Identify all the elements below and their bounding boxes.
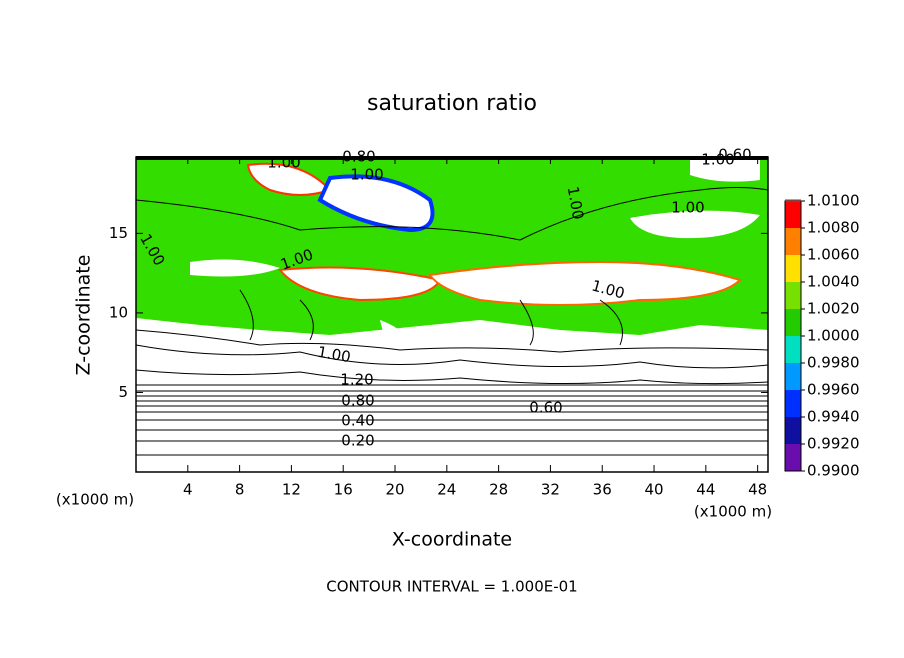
contour-label: 1.00 — [564, 185, 588, 221]
unit-label: (x1000 m) — [694, 503, 772, 521]
footnote: CONTOUR INTERVAL = 1.000E-01 — [326, 578, 577, 596]
colorbar-band — [785, 444, 801, 471]
colorbar-band — [785, 390, 801, 417]
colorbar-band — [785, 417, 801, 444]
colorbar-tick-label: 1.0020 — [807, 300, 860, 318]
contour-label: 1.00 — [350, 166, 383, 184]
unit-label: (x1000 m) — [56, 491, 134, 509]
colorbar-band — [785, 201, 801, 228]
colorbar-band — [785, 309, 801, 336]
y-tick-label: 15 — [109, 224, 128, 242]
x-tick-label: 8 — [235, 481, 245, 499]
x-tick-label: 40 — [644, 481, 663, 499]
colorbar-tick-label: 0.9920 — [807, 435, 860, 453]
contour-field — [135, 156, 769, 456]
colorbar-band — [785, 336, 801, 363]
colorbar-band — [785, 228, 801, 255]
plot-frame — [135, 156, 769, 473]
x-tick-label: 4 — [183, 481, 193, 499]
x-tick-label: 44 — [696, 481, 715, 499]
contour-label: 1.00 — [267, 154, 300, 172]
contour-label: 0.80 — [341, 392, 374, 410]
contour-label: 0.40 — [341, 412, 374, 430]
colorbar-tick-label: 0.9980 — [807, 354, 860, 372]
x-tick-label: 32 — [541, 481, 560, 499]
y-tick-label: 10 — [109, 303, 128, 321]
x-tick-label: 12 — [282, 481, 301, 499]
y-axis-label: Z-coordinate — [73, 255, 95, 376]
colorbar-tick-label: 0.9960 — [807, 381, 860, 399]
x-tick-label: 36 — [593, 481, 612, 499]
contour-label: 0.60 — [718, 146, 751, 164]
x-tick-label: 24 — [437, 481, 456, 499]
contour-label: 1.00 — [671, 199, 704, 217]
colorbar-tick-label: 1.0080 — [807, 219, 860, 237]
y-tick-label: 5 — [118, 383, 128, 401]
colorbar-band — [785, 363, 801, 390]
colorbar-tick-label: 0.9940 — [807, 408, 860, 426]
chart-title: saturation ratio — [367, 91, 537, 116]
colorbar-tick-label: 1.0100 — [807, 192, 860, 210]
contour-label: 0.20 — [341, 432, 374, 450]
colorbar-band — [785, 282, 801, 309]
contour-label: 0.60 — [529, 399, 562, 417]
contour-label: 1.00 — [701, 151, 734, 169]
colorbar-tick-label: 1.0000 — [807, 327, 860, 345]
colorbar-tick-label: 1.0060 — [807, 246, 860, 264]
x-axis-label: X-coordinate — [392, 529, 512, 551]
x-tick-label: 28 — [489, 481, 508, 499]
colorbar-tick-label: 0.9900 — [807, 462, 860, 480]
contour-label: 1.00 — [316, 343, 352, 367]
colorbar-tick-label: 1.0040 — [807, 273, 860, 291]
x-tick-label: 20 — [385, 481, 404, 499]
x-tick-label: 48 — [748, 481, 767, 499]
contour-label: 0.80 — [342, 148, 375, 166]
contour-label: 1.20 — [340, 371, 373, 389]
x-tick-label: 16 — [334, 481, 353, 499]
colorbar-band — [785, 255, 801, 282]
